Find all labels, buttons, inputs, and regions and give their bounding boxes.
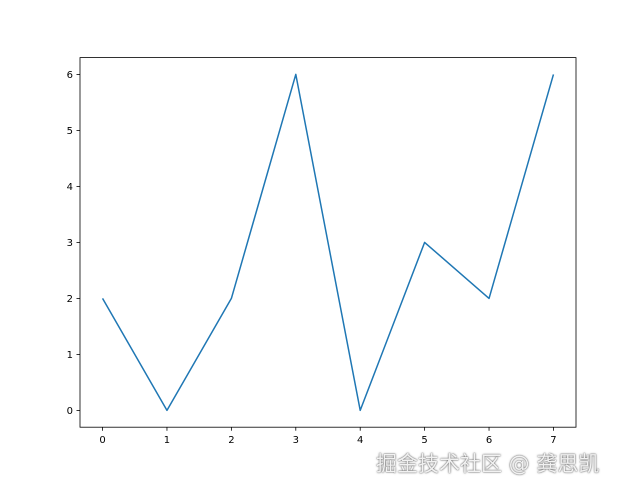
y-tick-label: 6 xyxy=(67,70,73,81)
plot-frame xyxy=(79,57,577,428)
y-tick-label: 0 xyxy=(67,406,73,417)
x-tick-label: 3 xyxy=(293,435,299,446)
y-tick-label: 5 xyxy=(67,126,73,137)
y-tick-label: 1 xyxy=(67,350,73,361)
series-line xyxy=(101,73,555,412)
x-tick-label: 2 xyxy=(228,435,234,446)
x-tick-label: 4 xyxy=(357,435,363,446)
x-tick-label: 7 xyxy=(550,435,556,446)
x-tick-label: 6 xyxy=(486,435,492,446)
y-tick-label: 2 xyxy=(67,294,73,305)
x-tick-label: 0 xyxy=(99,435,105,446)
x-tick-label: 5 xyxy=(421,435,427,446)
y-tick-label: 3 xyxy=(67,238,73,249)
y-tick-label: 4 xyxy=(67,182,73,193)
watermark: 掘金技术社区 @ 龚思凯 xyxy=(376,452,600,476)
x-tick-label: 1 xyxy=(164,435,170,446)
